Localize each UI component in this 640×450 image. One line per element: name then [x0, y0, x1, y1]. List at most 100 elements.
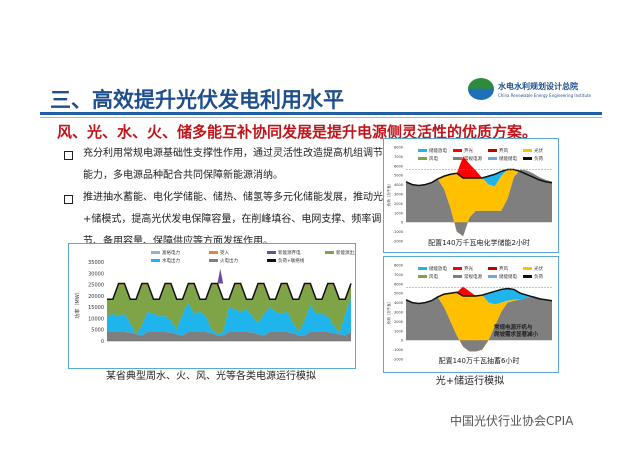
- legend-swatch: [151, 259, 160, 262]
- legend-swatch: [523, 149, 532, 152]
- y-tick-label: 6000: [394, 164, 403, 168]
- legend-label: 火电出力: [220, 257, 238, 264]
- y-tick-label: 10000: [88, 316, 104, 322]
- title-rule-thin: [40, 117, 602, 118]
- thermal-area: [107, 331, 351, 341]
- legend-label: 储能放电: [429, 265, 447, 272]
- legend-swatch: [418, 275, 427, 278]
- legend-swatch: [488, 275, 497, 278]
- y-tick-label: 30000: [88, 271, 104, 277]
- y-tick-label: 6000: [394, 282, 403, 286]
- legend-swatch: [453, 157, 462, 160]
- y-tick-label: 1000: [394, 211, 403, 215]
- y-tick-label: 8000: [394, 146, 403, 150]
- bullet-text: 推进抽水蓄能、电化学储能、储热、储氢等多元化储能发展，推动光+储模式，提高光伏发…: [83, 192, 383, 247]
- watermark: 中国光伏行业协会CPIA: [450, 414, 574, 428]
- legend-swatch: [418, 267, 427, 270]
- legend-label: 新能源弃电: [278, 249, 301, 256]
- legend-label: 弃风: [499, 265, 508, 272]
- solar-area: [406, 169, 552, 237]
- y-tick-label: 2000: [394, 202, 403, 206]
- y-tick-label: 15000: [88, 305, 104, 311]
- legend-label: 常规电源: [464, 155, 482, 162]
- y-tick-label: 5000: [91, 328, 104, 334]
- storage-chart-box: -2000 -1000 0 1000 2000 3000 4000 5000 6000 7000 8…: [383, 138, 559, 253]
- legend-swatch: [488, 149, 497, 152]
- y-tick-label: 1000: [394, 329, 403, 333]
- curtail-spike: [217, 268, 224, 284]
- bottom-caption: 光+储运行模拟: [435, 376, 505, 387]
- newenergy-area: [107, 283, 351, 336]
- legend-swatch: [209, 259, 218, 262]
- storage-discharge-area: [406, 288, 552, 305]
- annotation: 常规电源开机与: [494, 323, 533, 331]
- legend-label: 水电出力: [162, 257, 180, 264]
- y-tick-label: -2000: [393, 358, 403, 362]
- legend-label: 新能源出力: [336, 249, 355, 256]
- legend-swatch: [151, 251, 160, 254]
- y-tick-label: -1000: [393, 348, 403, 352]
- weekly-chart-box: 富裕电力 受入 新能源弃电 新能源出力水电出力 火电出力 负荷+联络线 0 5000 10000…: [68, 243, 359, 369]
- legend-swatch: [523, 157, 532, 160]
- bullet-text: 充分利用常规电源基础性支撑性作用，通过灵活性改造提高机组调节能力，多电源品种配合…: [83, 148, 383, 181]
- legend-label: 储能放电: [429, 147, 447, 154]
- chart-caption: 配置140万千瓦电化学储能2小时: [428, 238, 530, 247]
- legend-swatch: [267, 251, 276, 254]
- y-tick-label: 4000: [394, 183, 403, 187]
- legend-label: 光伏: [534, 265, 543, 272]
- chart-caption: 配置140万千瓦抽蓄6小时: [439, 356, 520, 365]
- legend-swatch: [523, 267, 532, 270]
- legend-label: 负荷: [534, 273, 543, 280]
- y-tick-label: 2000: [394, 320, 403, 324]
- bullet-square-icon: [64, 195, 73, 204]
- legend-label: 储能储电: [499, 273, 517, 280]
- logo-subtext: China Renewable Energy Engineering Insti…: [498, 93, 592, 98]
- pumped-6h-chart: -2000 -1000 0 1000 2000 3000 4000 5000 6000 7000 8…: [386, 264, 553, 365]
- legend-label: 风电: [429, 155, 438, 162]
- legend-label: 富裕电力: [162, 249, 180, 256]
- y-tick-label: 35000: [88, 260, 104, 266]
- slide-title: 三、高效提升光伏发电利用水平: [50, 88, 344, 112]
- legend-label: 弃光: [464, 147, 473, 154]
- legend-swatch: [523, 275, 532, 278]
- y-tick-label: 8000: [394, 264, 403, 268]
- legend-label: 常规电源: [464, 273, 482, 280]
- legend-swatch: [418, 157, 427, 160]
- y-tick-label: 3000: [394, 311, 403, 315]
- solar-area: [406, 292, 552, 352]
- y-tick-label: 0: [401, 221, 403, 225]
- y-tick-label: -2000: [393, 240, 403, 244]
- slide-subtitle: 风、光、水、火、储多能互补协同发展是提升电源侧灵活性的优质方案。: [57, 123, 538, 141]
- load-line: [405, 168, 553, 187]
- legend-swatch: [453, 149, 462, 152]
- y-tick-label: 20000: [88, 294, 104, 300]
- legend-swatch: [488, 267, 497, 270]
- conventional-area: [406, 296, 552, 352]
- y-axis-label: 功率（MW）: [74, 289, 81, 318]
- load-line: [405, 287, 553, 305]
- y-tick-label: 7000: [394, 273, 403, 277]
- legend-label: 负荷: [534, 155, 543, 162]
- y-tick-label: 3000: [394, 193, 403, 197]
- legend-label: 风电: [429, 273, 438, 280]
- pumped-chart-box: -2000 -1000 0 1000 2000 3000 4000 5000 6000 7000 8…: [383, 256, 559, 373]
- y-tick-label: 5000: [394, 174, 403, 178]
- y-tick-label: 4000: [394, 301, 403, 305]
- legend-swatch: [453, 267, 462, 270]
- weekly-chart: 富裕电力 受入 新能源弃电 新能源出力水电出力 火电出力 负荷+联络线 0 5000 10000…: [74, 249, 359, 345]
- legend-swatch: [209, 251, 218, 254]
- bullet-square-icon: [64, 151, 73, 160]
- legend-swatch: [488, 157, 497, 160]
- storage-2h-chart: -2000 -1000 0 1000 2000 3000 4000 5000 6000 7000 8…: [386, 146, 553, 247]
- legend-label: 负荷+联络线: [278, 257, 305, 264]
- legend-label: 光伏: [534, 147, 543, 154]
- legend-label: 弃光: [464, 265, 473, 272]
- legend-swatch: [418, 149, 427, 152]
- legend-label: 储能储电: [499, 155, 517, 162]
- y-tick-label: 5000: [394, 292, 403, 296]
- logo-icon: [468, 78, 494, 100]
- conventional-area: [406, 169, 552, 237]
- y-tick-label: 25000: [88, 283, 104, 289]
- annotation: 爬坡需求显著减小: [493, 330, 539, 338]
- load-line: [107, 282, 352, 300]
